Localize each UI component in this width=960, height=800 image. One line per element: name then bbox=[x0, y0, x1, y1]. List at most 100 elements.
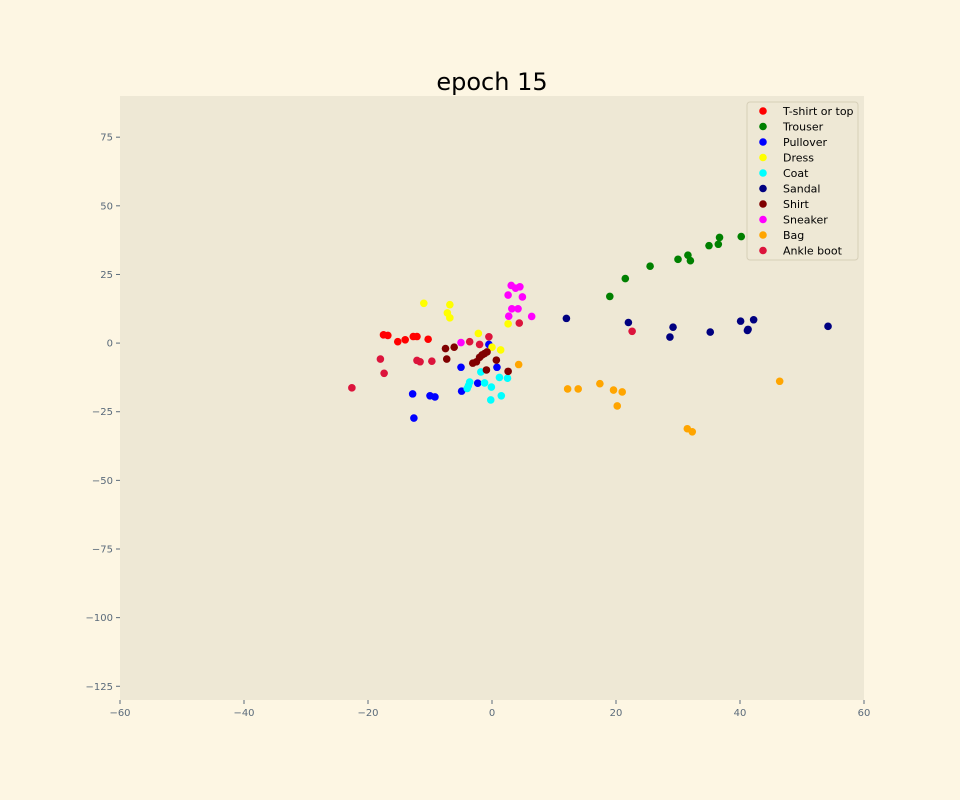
point-shirt bbox=[504, 367, 512, 376]
y-axis: 75 50 25 0 −25 −50 −75 −100 −125 bbox=[86, 133, 120, 693]
legend-label-dress: Dress bbox=[783, 152, 814, 165]
point-coat bbox=[486, 396, 495, 404]
point-bag bbox=[688, 427, 697, 436]
point-coat bbox=[464, 381, 473, 390]
point-sneaker bbox=[518, 293, 527, 301]
point-dress bbox=[420, 299, 428, 308]
legend-label-trouser: Trouser bbox=[782, 121, 824, 134]
point-dress bbox=[488, 343, 496, 352]
point-sneaker bbox=[457, 338, 465, 347]
point-dress bbox=[496, 346, 505, 354]
point-sandal bbox=[743, 326, 752, 335]
legend-label-bag: Bag bbox=[783, 229, 804, 242]
legend-marker-t-shirt-or-top bbox=[759, 107, 767, 115]
point-bag bbox=[574, 385, 582, 393]
point-bag bbox=[609, 386, 618, 394]
point-ankle-boot bbox=[475, 340, 484, 349]
point-trouser bbox=[674, 255, 682, 264]
point-ankle-boot bbox=[465, 337, 474, 346]
y-tick-label: −75 bbox=[92, 545, 113, 556]
legend-label-pullover: Pullover bbox=[783, 136, 828, 149]
legend-label-sandal: Sandal bbox=[783, 183, 820, 196]
point-sneaker bbox=[504, 291, 512, 299]
point-t-shirt-or-top bbox=[393, 337, 402, 346]
legend-label-shirt: Shirt bbox=[783, 198, 810, 211]
point-pullover bbox=[431, 393, 439, 401]
legend-marker-coat bbox=[759, 169, 767, 177]
point-trouser bbox=[621, 274, 630, 283]
point-trouser bbox=[714, 240, 723, 249]
point-ankle-boot bbox=[515, 319, 524, 327]
legend: T-shirt or top Trouser Pullover Dress Coat Sa… bbox=[746, 101, 859, 261]
point-coat bbox=[497, 392, 506, 400]
legend-marker-ankle-boot bbox=[759, 246, 767, 255]
legend-marker-sandal bbox=[759, 184, 767, 193]
point-bag bbox=[618, 388, 626, 396]
point-coat bbox=[487, 383, 496, 391]
x-tick-label: 0 bbox=[489, 708, 495, 719]
y-tick-label: 75 bbox=[100, 133, 113, 144]
x-axis: −60 −40 −20 0 20 40 60 bbox=[109, 700, 870, 719]
point-dress bbox=[446, 314, 454, 322]
point-bag bbox=[563, 385, 572, 393]
legend-marker-bag bbox=[759, 231, 767, 239]
point-t-shirt-or-top bbox=[424, 335, 432, 344]
point-bag bbox=[613, 402, 622, 410]
legend-box bbox=[746, 101, 859, 261]
point-trouser bbox=[606, 292, 614, 301]
point-sneaker bbox=[527, 312, 536, 321]
point-ankle-boot bbox=[628, 327, 636, 336]
point-coat bbox=[503, 374, 512, 383]
point-bag bbox=[596, 379, 604, 388]
point-t-shirt-or-top bbox=[413, 332, 421, 341]
point-dress bbox=[474, 329, 483, 338]
point-trouser bbox=[686, 256, 695, 265]
point-sneaker bbox=[516, 283, 524, 291]
point-ankle-boot bbox=[428, 357, 436, 366]
point-t-shirt-or-top bbox=[401, 335, 410, 344]
point-sandal bbox=[736, 317, 745, 325]
point-trouser bbox=[737, 232, 746, 241]
legend-label-t-shirt-or-top: T-shirt or top bbox=[782, 105, 854, 118]
point-dress bbox=[446, 300, 454, 309]
point-trouser bbox=[705, 241, 713, 250]
x-tick-label: 40 bbox=[734, 708, 747, 719]
point-sandal bbox=[624, 318, 633, 327]
point-pullover bbox=[457, 363, 465, 372]
point-pullover bbox=[410, 414, 418, 422]
x-tick-label: −20 bbox=[357, 708, 378, 719]
y-tick-label: 0 bbox=[107, 339, 113, 350]
x-tick-label: −60 bbox=[109, 708, 130, 719]
x-tick-label: 20 bbox=[610, 708, 623, 719]
point-ankle-boot bbox=[485, 332, 493, 341]
data-points bbox=[348, 232, 832, 436]
point-sneaker bbox=[508, 304, 516, 313]
point-bag bbox=[514, 360, 523, 369]
legend-label-sneaker: Sneaker bbox=[783, 214, 828, 227]
point-coat bbox=[480, 379, 489, 387]
legend-label-ankle-boot: Ankle boot bbox=[783, 245, 843, 258]
point-sandal bbox=[669, 323, 677, 331]
legend-marker-shirt bbox=[759, 200, 767, 208]
point-shirt bbox=[492, 356, 501, 364]
legend-label-coat: Coat bbox=[783, 167, 809, 180]
point-bag bbox=[775, 377, 784, 386]
point-sneaker bbox=[514, 304, 522, 313]
point-ankle-boot bbox=[376, 355, 385, 363]
point-sandal bbox=[824, 322, 832, 331]
point-sandal bbox=[706, 328, 715, 336]
point-pullover bbox=[473, 379, 482, 387]
legend-marker-trouser bbox=[759, 122, 767, 131]
legend-marker-dress bbox=[759, 153, 767, 162]
point-shirt bbox=[482, 366, 491, 374]
point-sandal bbox=[749, 315, 758, 324]
legend-marker-pullover bbox=[759, 138, 767, 146]
legend-marker-sneaker bbox=[759, 215, 767, 224]
point-ankle-boot bbox=[380, 369, 388, 378]
point-shirt bbox=[442, 355, 451, 363]
y-tick-label: −100 bbox=[86, 613, 113, 624]
y-tick-label: −25 bbox=[92, 407, 113, 418]
point-trouser bbox=[715, 233, 724, 242]
point-sandal bbox=[666, 333, 674, 341]
